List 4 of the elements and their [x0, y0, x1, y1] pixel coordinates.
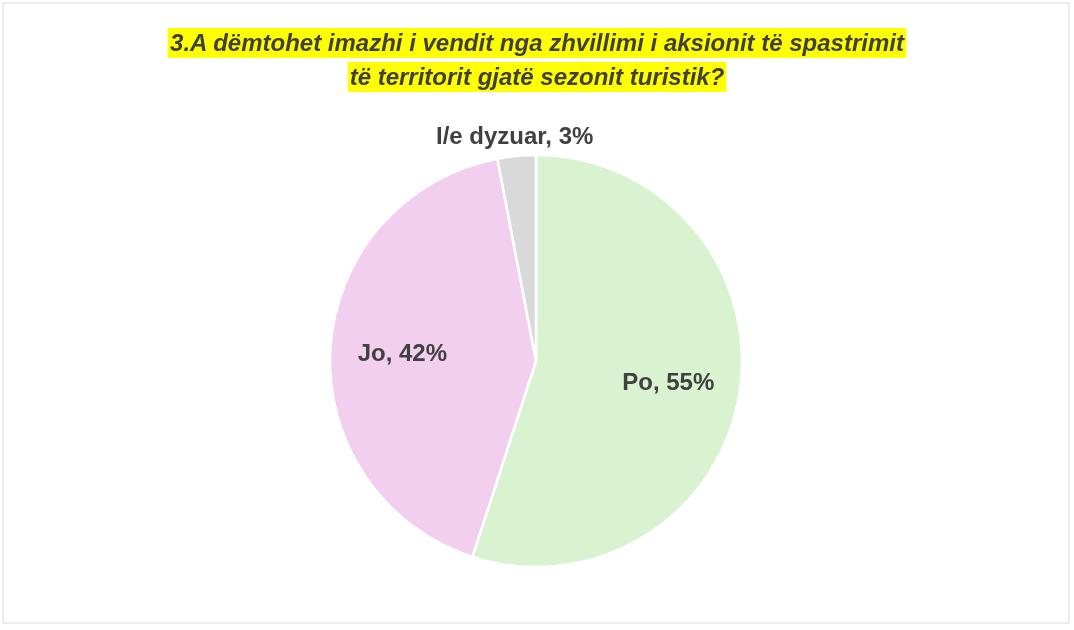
- chart-title: 3.A dëmtohet imazhi i vendit nga zhvillimi i aksionit të spastrimit të territorit gjatë sezonit turistik?: [170, 28, 905, 90]
- slice-label: I/e dyzuar, 3%: [435, 121, 594, 149]
- slice-label: Po, 55%: [622, 368, 715, 396]
- slice-label: Jo, 42%: [357, 339, 448, 367]
